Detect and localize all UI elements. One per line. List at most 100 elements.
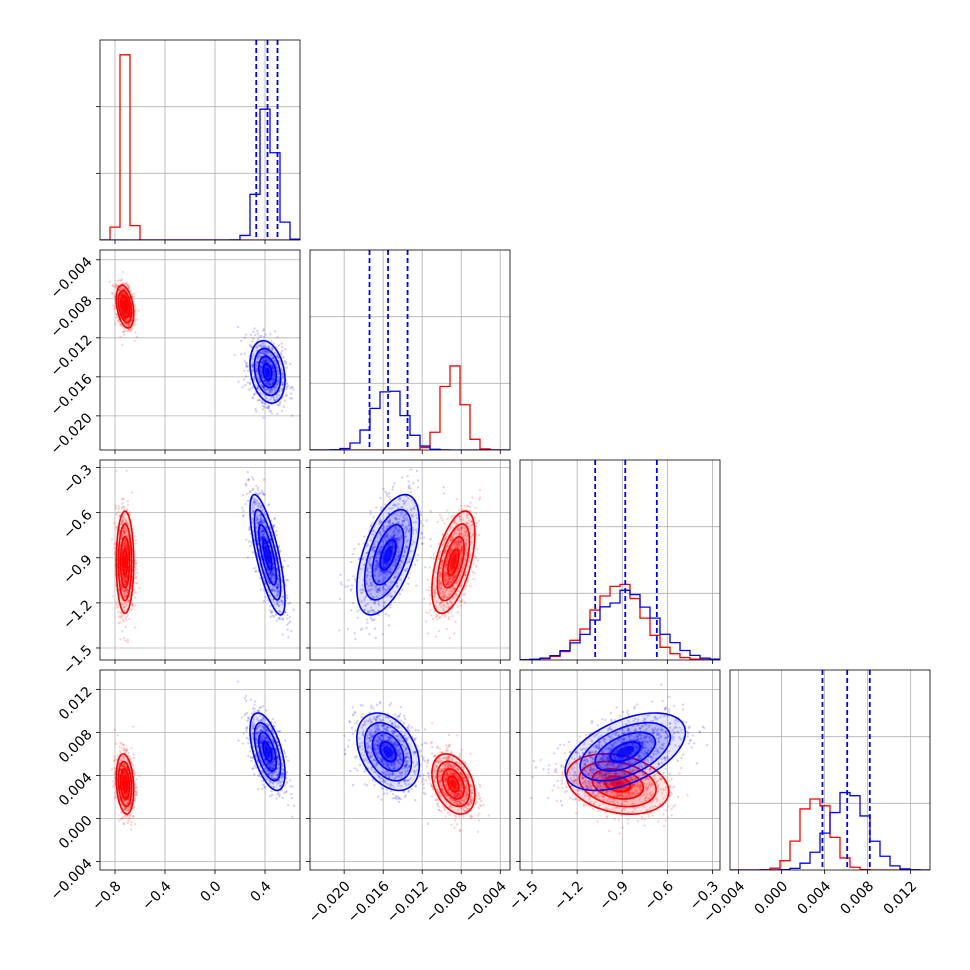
scatter-point: [135, 567, 138, 571]
scatter-point: [266, 380, 269, 384]
scatter-point: [259, 366, 262, 370]
scatter-point: [451, 548, 454, 551]
panel-content: [100, 250, 300, 450]
scatter-point: [453, 575, 456, 578]
scatter-point: [123, 293, 127, 296]
scatter-point: [252, 337, 255, 341]
scatter-point: [121, 575, 125, 578]
scatter-point: [286, 602, 290, 605]
scatter-point: [250, 540, 253, 544]
scatter-point: [241, 506, 244, 510]
scatter-point: [275, 383, 279, 387]
scatter-point: [438, 582, 441, 585]
scatter-point: [266, 359, 269, 363]
scatter-point: [455, 543, 459, 547]
scatter-point: [454, 518, 457, 521]
scatter-point: [256, 387, 259, 390]
scatter-point: [448, 581, 451, 585]
scatter-point: [248, 491, 251, 494]
scatter-point: [439, 566, 442, 569]
scatter-point: [289, 620, 292, 623]
scatter-point: [124, 329, 127, 333]
scatter-point: [124, 600, 127, 604]
scatter-point: [124, 589, 127, 592]
scatter-point: [122, 541, 125, 545]
scatter-point: [271, 364, 274, 367]
scatter-point: [271, 587, 274, 590]
scatter-point: [276, 603, 280, 606]
scatter-point: [460, 527, 464, 530]
y-tick-label: −0.008: [48, 293, 96, 341]
scatter-point: [274, 589, 277, 592]
scatter-point: [133, 339, 137, 342]
scatter-point: [277, 586, 280, 589]
scatter-point: [443, 572, 446, 576]
scatter-point: [354, 637, 357, 641]
scatter-point: [469, 532, 472, 535]
scatter-point: [278, 617, 281, 620]
scatter-point: [262, 385, 265, 389]
scatter-point: [267, 571, 271, 574]
scatter-point: [122, 333, 126, 336]
scatter-point: [461, 518, 464, 522]
scatter-point: [465, 514, 469, 517]
scatter-point: [276, 368, 280, 371]
scatter-point: [240, 353, 243, 356]
scatter-point: [265, 381, 269, 384]
scatter-point: [278, 394, 281, 397]
scatter-point: [126, 330, 129, 333]
scatter-point: [439, 581, 442, 584]
scatter-point: [122, 620, 125, 623]
scatter-point: [269, 382, 273, 385]
scatter-point: [459, 540, 462, 544]
scatter-point: [428, 586, 432, 589]
contour-line-0: [249, 339, 286, 404]
scatter-point: [456, 567, 460, 570]
scatter-point: [122, 291, 125, 295]
scatter-point: [251, 340, 254, 343]
contour-line-0: [115, 284, 135, 329]
scatter-point: [439, 616, 442, 619]
scatter-point: [273, 517, 276, 521]
scatter-point: [435, 606, 438, 609]
scatter-point: [123, 579, 127, 583]
scatter-point: [464, 573, 468, 577]
scatter-point: [442, 588, 445, 591]
scatter-point: [255, 366, 258, 369]
scatter-point: [461, 546, 464, 550]
scatter-point: [259, 351, 262, 355]
scatter-point: [450, 598, 454, 601]
scatter-point: [440, 560, 444, 564]
scatter-point: [455, 540, 458, 544]
scatter-point: [260, 515, 263, 519]
scatter-point: [126, 284, 130, 287]
scatter-point: [473, 572, 476, 575]
scatter-point: [126, 600, 130, 603]
scatter-point: [120, 286, 123, 289]
scatter-point: [448, 552, 451, 555]
scatter-point: [256, 361, 259, 364]
scatter-point: [268, 390, 272, 394]
panel-content: [100, 460, 300, 660]
scatter-point: [253, 503, 257, 506]
scatter-point: [124, 546, 127, 550]
scatter-point: [446, 560, 449, 564]
scatter-point: [276, 586, 279, 590]
scatter-point: [444, 573, 447, 576]
scatter-point: [262, 352, 265, 355]
scatter-point: [265, 536, 269, 540]
scatter-point: [276, 368, 279, 371]
scatter-point: [458, 577, 461, 580]
scatter-point: [434, 576, 437, 579]
scatter-point: [262, 352, 266, 356]
scatter-point: [124, 582, 127, 585]
scatter-point: [251, 366, 254, 369]
scatter-point: [136, 571, 139, 575]
scatter-point: [260, 362, 264, 365]
scatter-point: [261, 493, 265, 496]
contour-line-1: [253, 347, 282, 397]
scatter-point: [458, 515, 461, 518]
scatter-point: [134, 307, 137, 311]
scatter-point: [273, 330, 277, 333]
scatter-point: [478, 498, 481, 501]
